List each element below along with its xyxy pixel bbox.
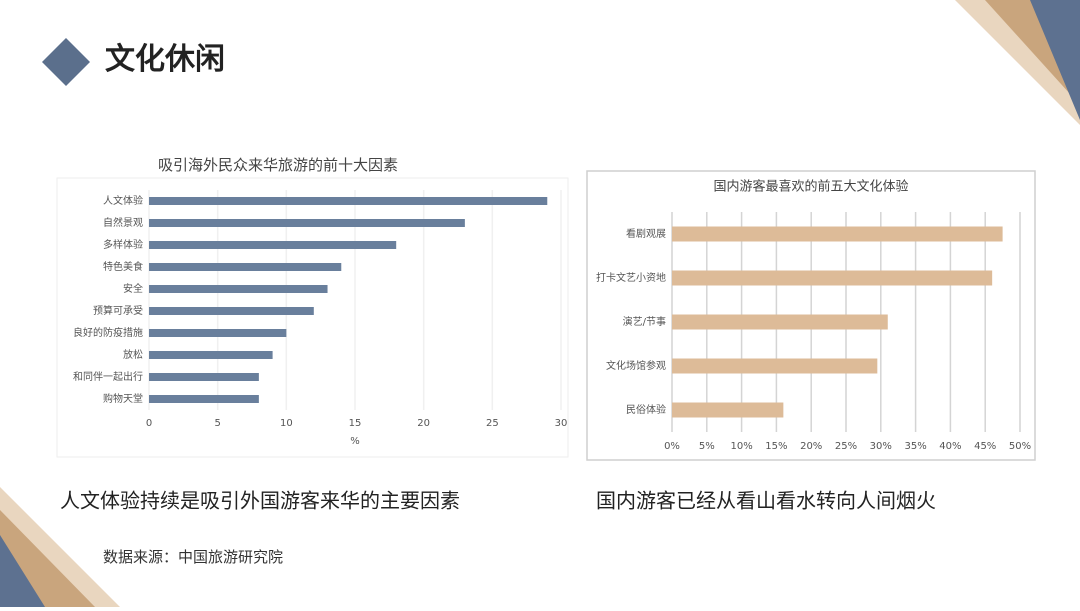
bar bbox=[149, 241, 397, 249]
chart-title: 国内游客最喜欢的前五大文化体验 bbox=[713, 179, 908, 195]
x-tick-label: 45% bbox=[974, 441, 996, 452]
y-tick-label: 特色美食 bbox=[103, 260, 143, 273]
y-tick-label: 多样体验 bbox=[103, 238, 143, 251]
x-tick-label: 50% bbox=[1009, 441, 1031, 452]
bar bbox=[149, 307, 314, 315]
y-tick-label: 预算可承受 bbox=[93, 304, 143, 317]
y-tick-label: 演艺/节事 bbox=[623, 315, 666, 328]
y-tick-label: 看剧观展 bbox=[626, 227, 666, 240]
y-tick-label: 放松 bbox=[123, 348, 143, 361]
bar bbox=[149, 219, 465, 227]
x-tick-label: 25 bbox=[486, 418, 499, 429]
x-tick-label: 20 bbox=[417, 418, 430, 429]
x-tick-label: 15 bbox=[349, 418, 362, 429]
chart-frame bbox=[56, 177, 569, 458]
bar bbox=[149, 329, 287, 337]
bar bbox=[149, 395, 259, 403]
x-tick-label: 0% bbox=[664, 441, 680, 452]
x-tick-label: 20% bbox=[800, 441, 822, 452]
bar bbox=[672, 270, 993, 286]
x-tick-label: 15% bbox=[765, 441, 787, 452]
corner-decoration bbox=[0, 535, 45, 607]
chart-title: 吸引海外民众来华旅游的前十大因素 bbox=[158, 156, 398, 174]
x-axis-label: % bbox=[350, 436, 360, 447]
title-diamond bbox=[42, 38, 90, 86]
corner-decoration bbox=[1030, 0, 1080, 120]
x-tick-label: 30 bbox=[555, 418, 568, 429]
bar bbox=[672, 358, 878, 374]
caption: 国内游客已经从看山看水转向人间烟火 bbox=[596, 489, 936, 513]
y-tick-label: 打卡文艺小资地 bbox=[596, 271, 666, 284]
x-tick-label: 10% bbox=[730, 441, 752, 452]
y-tick-label: 民俗体验 bbox=[626, 403, 666, 416]
y-tick-label: 良好的防疫措施 bbox=[73, 326, 143, 339]
bar bbox=[149, 373, 259, 381]
bar bbox=[149, 285, 328, 293]
x-tick-label: 25% bbox=[835, 441, 857, 452]
bar bbox=[149, 351, 273, 359]
y-tick-label: 购物天堂 bbox=[103, 392, 143, 405]
x-tick-label: 30% bbox=[870, 441, 892, 452]
y-tick-label: 和同伴一起出行 bbox=[73, 370, 143, 383]
x-tick-label: 0 bbox=[146, 418, 152, 429]
x-tick-label: 5 bbox=[214, 418, 220, 429]
x-tick-label: 35% bbox=[904, 441, 926, 452]
bar bbox=[672, 226, 1003, 242]
y-tick-label: 安全 bbox=[123, 282, 143, 295]
source-note: 数据来源：中国旅游研究院 bbox=[103, 548, 283, 566]
page-title: 文化休闲 bbox=[105, 42, 225, 77]
y-tick-label: 文化场馆参观 bbox=[606, 359, 666, 372]
caption: 人文体验持续是吸引外国游客来华的主要因素 bbox=[60, 489, 460, 513]
bar bbox=[672, 314, 888, 330]
chart-frame bbox=[586, 170, 1036, 461]
bar bbox=[149, 197, 548, 205]
y-tick-label: 自然景观 bbox=[103, 216, 143, 229]
x-tick-label: 5% bbox=[699, 441, 715, 452]
bar bbox=[672, 402, 784, 418]
bar bbox=[149, 263, 342, 271]
x-tick-label: 10 bbox=[280, 418, 293, 429]
x-tick-label: 40% bbox=[939, 441, 961, 452]
y-tick-label: 人文体验 bbox=[103, 194, 143, 207]
